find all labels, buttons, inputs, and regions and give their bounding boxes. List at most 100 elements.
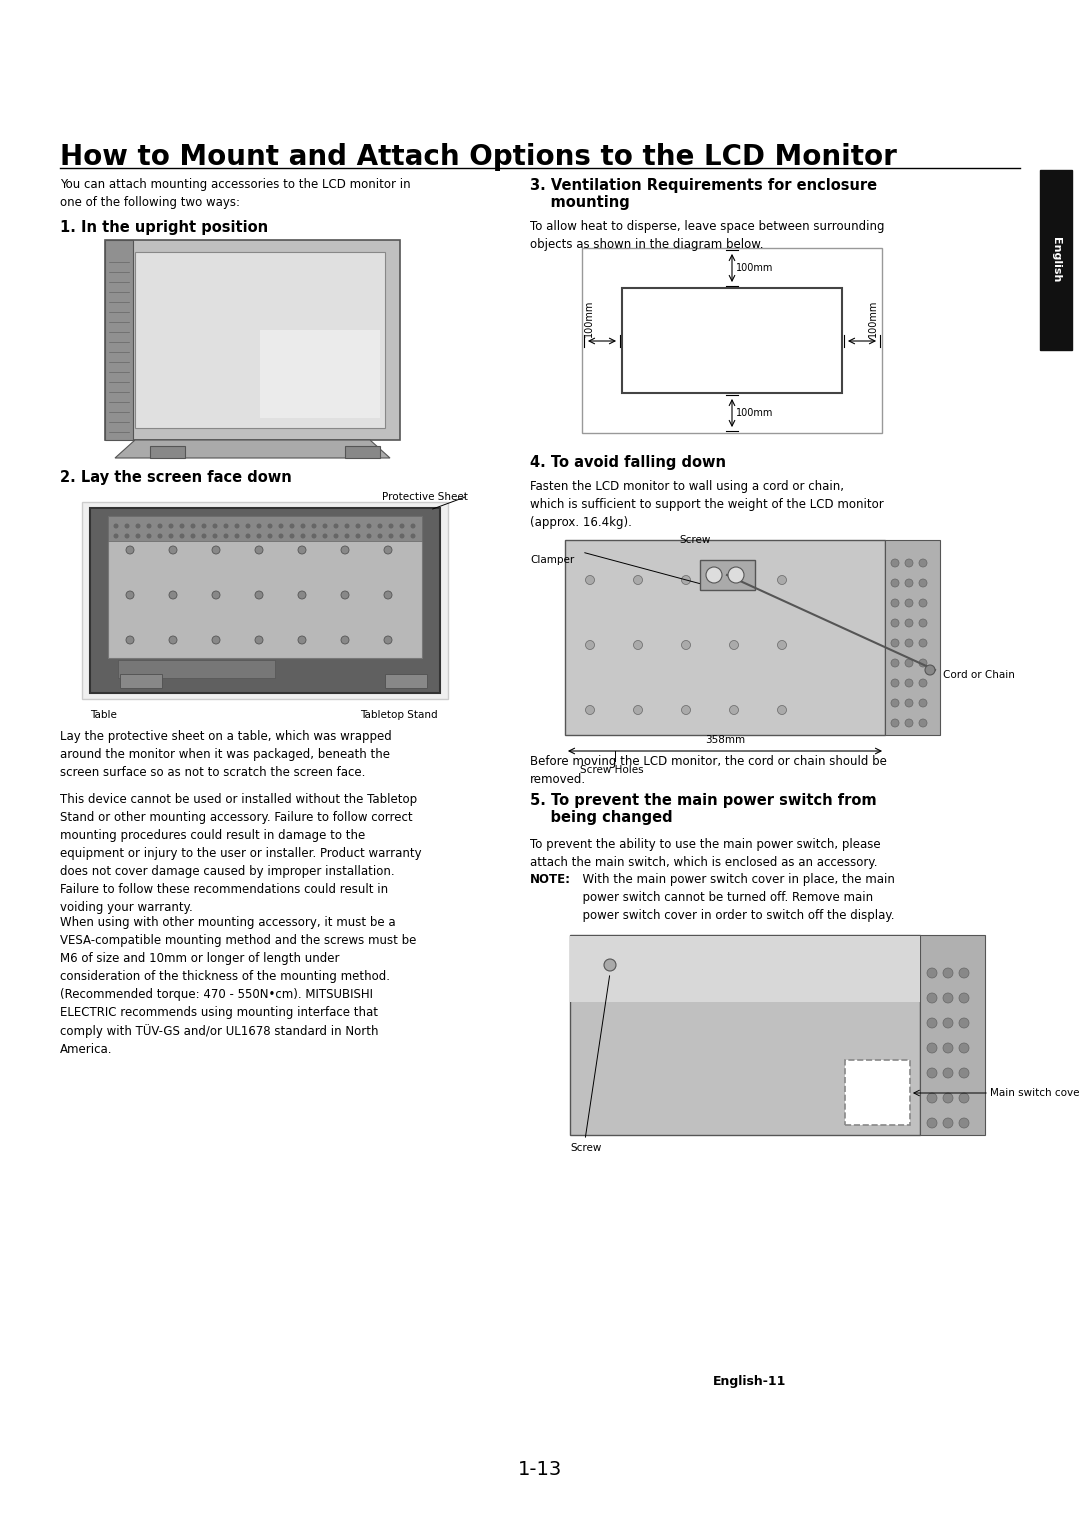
- Circle shape: [378, 524, 382, 529]
- Circle shape: [147, 524, 151, 529]
- Circle shape: [234, 524, 240, 529]
- Circle shape: [943, 1044, 953, 1053]
- Bar: [920, 935, 985, 1135]
- Circle shape: [927, 1118, 937, 1128]
- Circle shape: [891, 659, 899, 668]
- Circle shape: [168, 545, 177, 555]
- Circle shape: [905, 659, 913, 668]
- Circle shape: [891, 559, 899, 567]
- Circle shape: [919, 659, 927, 668]
- Circle shape: [212, 636, 220, 643]
- Circle shape: [126, 545, 134, 555]
- Bar: [845, 1060, 910, 1125]
- Circle shape: [135, 533, 140, 538]
- Circle shape: [634, 576, 643, 585]
- Circle shape: [959, 969, 969, 978]
- Circle shape: [891, 579, 899, 587]
- Polygon shape: [114, 440, 390, 458]
- Circle shape: [300, 524, 306, 529]
- Circle shape: [384, 636, 392, 643]
- Circle shape: [298, 591, 306, 599]
- Circle shape: [224, 524, 229, 529]
- Circle shape: [168, 636, 177, 643]
- Circle shape: [728, 567, 744, 584]
- Circle shape: [213, 533, 217, 538]
- Text: 100mm: 100mm: [735, 263, 773, 274]
- Circle shape: [202, 533, 206, 538]
- Circle shape: [410, 524, 416, 529]
- Circle shape: [384, 545, 392, 555]
- Text: Before moving the LCD monitor, the cord or chain should be
removed.: Before moving the LCD monitor, the cord …: [530, 755, 887, 785]
- Circle shape: [891, 678, 899, 688]
- Circle shape: [634, 706, 643, 715]
- Circle shape: [168, 591, 177, 599]
- Circle shape: [366, 524, 372, 529]
- Text: 1-13: 1-13: [518, 1459, 562, 1479]
- Circle shape: [268, 533, 272, 538]
- Circle shape: [905, 678, 913, 688]
- Circle shape: [384, 591, 392, 599]
- Circle shape: [891, 599, 899, 607]
- Circle shape: [289, 533, 295, 538]
- Circle shape: [943, 1068, 953, 1077]
- Circle shape: [158, 524, 162, 529]
- Circle shape: [927, 1093, 937, 1103]
- Circle shape: [168, 533, 174, 538]
- Text: Screw: Screw: [679, 535, 711, 545]
- Circle shape: [959, 1118, 969, 1128]
- Circle shape: [334, 524, 338, 529]
- Circle shape: [298, 545, 306, 555]
- Text: 100mm: 100mm: [735, 408, 773, 419]
- Circle shape: [147, 533, 151, 538]
- Text: English: English: [1051, 237, 1061, 283]
- Text: English-11: English-11: [713, 1375, 786, 1387]
- Circle shape: [905, 720, 913, 727]
- Circle shape: [681, 640, 690, 649]
- Circle shape: [124, 524, 130, 529]
- Circle shape: [891, 698, 899, 707]
- Circle shape: [778, 640, 786, 649]
- Text: Screw: Screw: [570, 1143, 602, 1154]
- Bar: [108, 516, 422, 541]
- Circle shape: [905, 559, 913, 567]
- Circle shape: [919, 678, 927, 688]
- Bar: [1040, 170, 1072, 350]
- Text: Protective Sheet: Protective Sheet: [382, 492, 468, 503]
- Circle shape: [190, 533, 195, 538]
- Circle shape: [341, 545, 349, 555]
- Circle shape: [179, 533, 185, 538]
- Bar: [345, 446, 380, 458]
- Text: 100mm: 100mm: [868, 299, 878, 338]
- Circle shape: [190, 524, 195, 529]
- Circle shape: [268, 524, 272, 529]
- Circle shape: [959, 1018, 969, 1028]
- Circle shape: [905, 639, 913, 646]
- Text: To allow heat to disperse, leave space between surrounding
objects as shown in t: To allow heat to disperse, leave space b…: [530, 220, 885, 251]
- Text: This device cannot be used or installed without the Tabletop
Stand or other moun: This device cannot be used or installed …: [60, 793, 421, 914]
- Circle shape: [919, 720, 927, 727]
- Circle shape: [927, 1044, 937, 1053]
- Bar: [570, 937, 920, 1002]
- Circle shape: [234, 533, 240, 538]
- Circle shape: [919, 559, 927, 567]
- Bar: [150, 446, 185, 458]
- Bar: [120, 674, 162, 688]
- Bar: [260, 330, 380, 419]
- Bar: [82, 503, 448, 698]
- Circle shape: [341, 636, 349, 643]
- Text: With the main power switch cover in place, the main
  power switch cannot be tur: With the main power switch cover in plac…: [575, 872, 895, 921]
- Circle shape: [224, 533, 229, 538]
- Bar: [565, 539, 885, 735]
- Circle shape: [778, 576, 786, 585]
- Bar: [135, 252, 384, 428]
- Bar: [582, 248, 882, 432]
- Circle shape: [124, 533, 130, 538]
- Circle shape: [126, 636, 134, 643]
- Circle shape: [905, 599, 913, 607]
- Circle shape: [126, 591, 134, 599]
- Circle shape: [729, 640, 739, 649]
- Circle shape: [355, 524, 361, 529]
- Circle shape: [279, 533, 283, 538]
- Circle shape: [891, 619, 899, 626]
- Circle shape: [257, 533, 261, 538]
